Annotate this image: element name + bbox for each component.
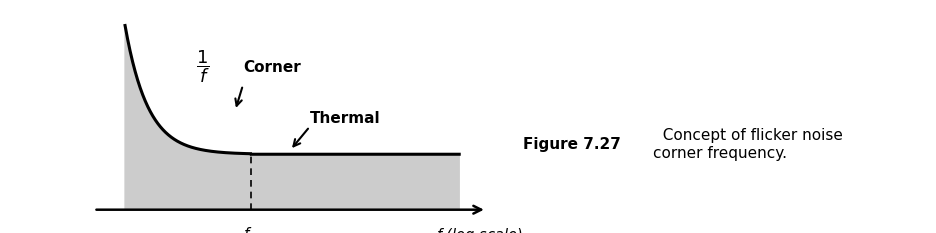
Text: Thermal: Thermal — [310, 111, 380, 126]
Text: $f$ (log scale): $f$ (log scale) — [435, 226, 522, 233]
Text: $10\log\,\overline{V_{\mathrm{n}}^{2}}$: $10\log\,\overline{V_{\mathrm{n}}^{2}}$ — [81, 0, 151, 2]
Text: $f_C$: $f_C$ — [243, 226, 258, 233]
Text: Corner: Corner — [243, 60, 300, 75]
Text: Concept of flicker noise
corner frequency.: Concept of flicker noise corner frequenc… — [653, 128, 842, 161]
Text: Figure 7.27: Figure 7.27 — [522, 137, 621, 152]
Polygon shape — [125, 25, 460, 210]
Text: $\dfrac{1}{f}$: $\dfrac{1}{f}$ — [196, 49, 210, 86]
